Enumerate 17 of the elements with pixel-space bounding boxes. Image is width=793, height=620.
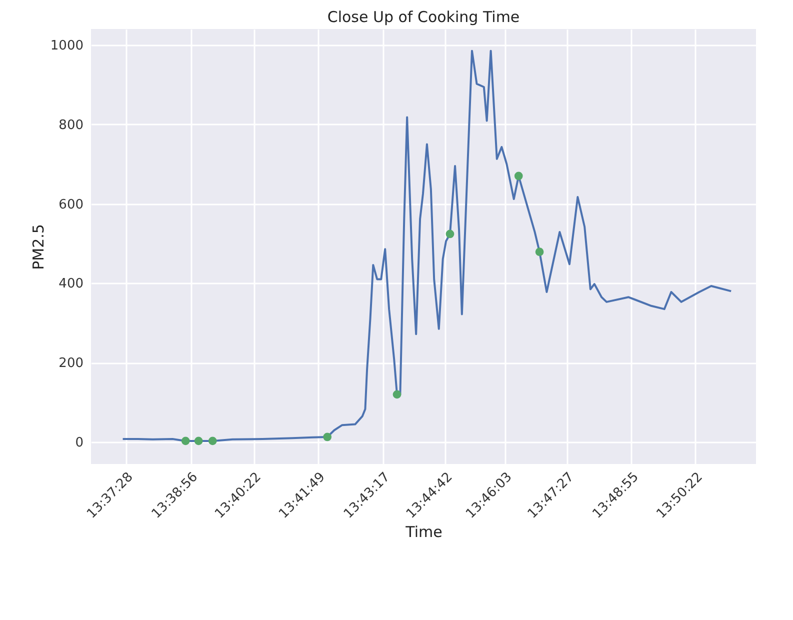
point	[181, 436, 190, 446]
y-tick-label: 200	[58, 356, 84, 372]
point	[208, 436, 217, 446]
y-tick-label: 0	[75, 436, 84, 451]
point	[535, 248, 544, 256]
x-axis-title: Time	[404, 522, 442, 541]
point	[323, 432, 332, 442]
y-tick-label: 400	[58, 276, 84, 292]
y-tick-label: 1000	[50, 38, 84, 54]
y-tick-label: 600	[58, 197, 84, 212]
point	[194, 436, 203, 446]
point	[392, 390, 402, 399]
point	[446, 230, 454, 238]
chart-title: Close Up of Cooking Time	[327, 8, 520, 26]
y-tick-label: 800	[58, 118, 84, 133]
y-axis-title: PM2.5	[29, 224, 48, 270]
point	[514, 172, 523, 180]
